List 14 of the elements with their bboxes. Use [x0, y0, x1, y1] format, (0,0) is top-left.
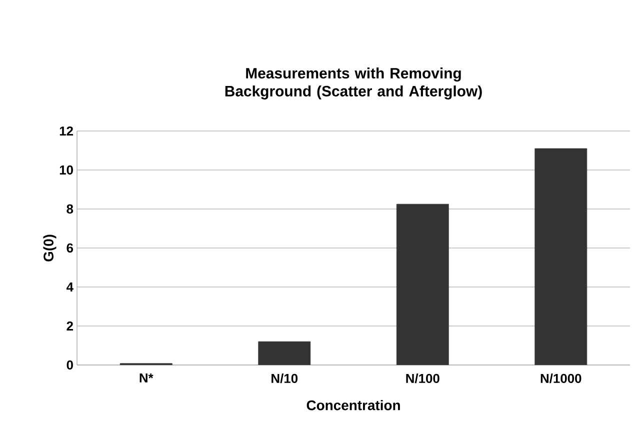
y-tick-label: 10: [60, 165, 73, 175]
y-tick-label: 0: [66, 360, 73, 370]
x-axis-title: Concentration: [306, 400, 400, 410]
x-tick-label: N/100: [406, 374, 440, 384]
y-tick-label: 4: [66, 282, 74, 292]
y-tick-label: 6: [66, 243, 74, 253]
y-axis-title: G(0): [43, 234, 56, 262]
x-tick-label: N*: [140, 374, 154, 382]
x-tick-label: N/1000: [540, 374, 582, 384]
chart-title: Measurements with Removing Background (Scatter and Afterglow): [225, 68, 482, 100]
x-tick-label: N/10: [272, 374, 298, 384]
y-tick-label: 12: [60, 126, 73, 136]
y-tick-label: 8: [66, 204, 74, 214]
y-tick-label: 2: [66, 321, 73, 331]
